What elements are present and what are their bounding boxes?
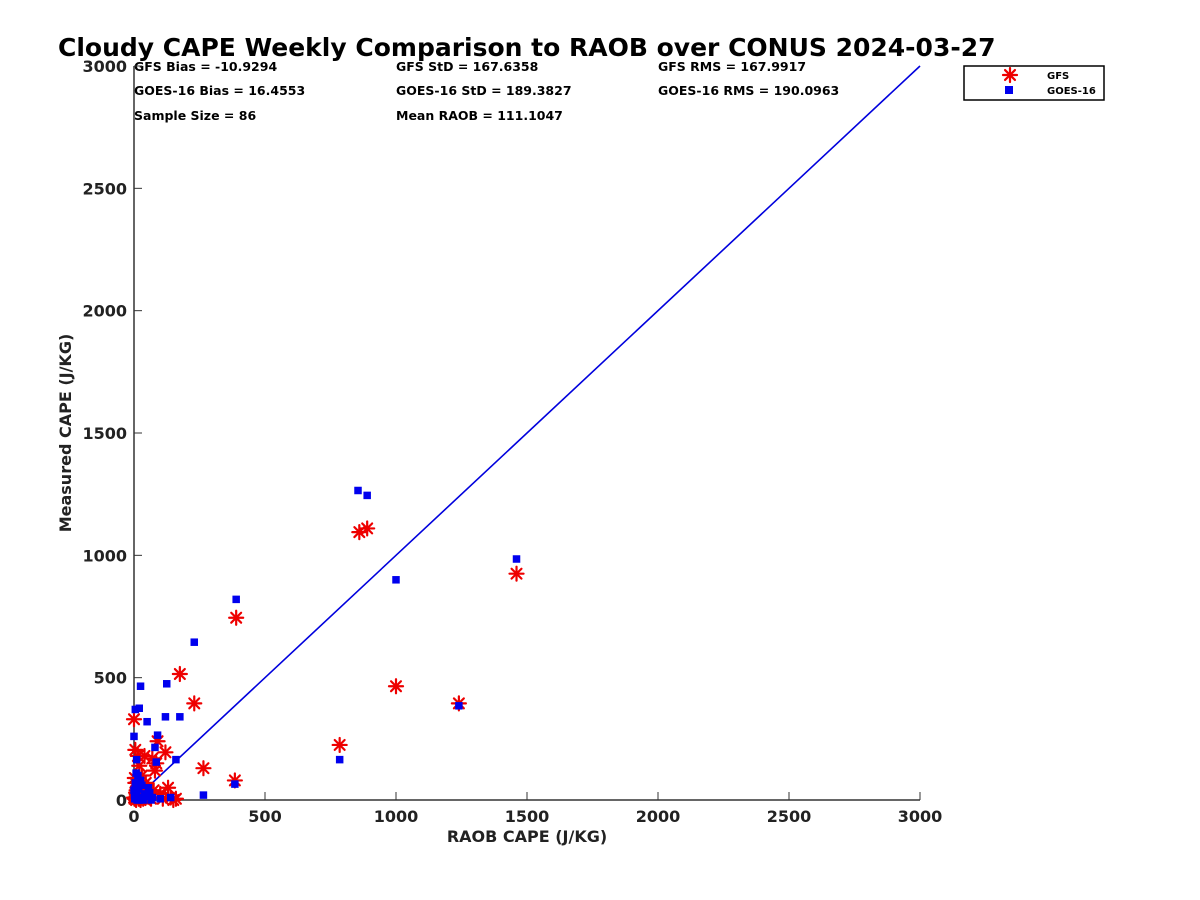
goes-16-point	[232, 595, 240, 604]
goes-16-point	[363, 491, 371, 500]
y-tick-label: 500	[94, 669, 127, 688]
goes-16-point	[354, 486, 362, 495]
x-tick-label: 3000	[898, 807, 943, 826]
goes-16-point	[176, 713, 184, 721]
goes-16-point	[163, 680, 171, 688]
y-tick-label: 2000	[82, 302, 127, 321]
goes-16-point	[145, 788, 154, 797]
y-tick-label: 1000	[82, 546, 127, 565]
goes-16-point	[136, 776, 145, 785]
stat-mean-raob: Mean RAOB = 111.1047	[396, 108, 563, 123]
stat-gfs-rms: GFS RMS = 167.9917	[658, 59, 806, 74]
goes-16-point	[161, 713, 170, 721]
goes-16-point	[139, 796, 147, 804]
goes-16-point	[172, 755, 180, 764]
chart-title: Cloudy CAPE Weekly Comparison to RAOB ov…	[58, 33, 996, 62]
goes-16-point	[131, 779, 140, 787]
gfs-point	[508, 565, 525, 582]
stat-goes-std: GOES-16 StD = 189.3827	[396, 83, 572, 98]
stat-goes-rms: GOES-16 RMS = 190.0963	[658, 83, 839, 98]
data-points	[125, 486, 525, 809]
x-tick-label: 2500	[767, 807, 812, 826]
goes-16-point	[143, 717, 151, 726]
reference-line-group	[133, 65, 921, 801]
legend-gfs-label: GFS	[1047, 71, 1069, 82]
gfs-point	[157, 744, 174, 761]
gfs-point	[186, 695, 203, 712]
x-tick-label: 2000	[636, 807, 681, 826]
goes-16-point	[392, 576, 400, 584]
gfs-point	[159, 779, 177, 796]
goes-16-point	[134, 785, 143, 793]
goes-16-point	[133, 796, 141, 804]
gfs-point	[387, 678, 405, 695]
goes-16-point	[130, 791, 139, 799]
y-axis-label: Measured CAPE (J/KG)	[56, 334, 75, 533]
goes-16-point	[131, 705, 140, 714]
goes-16-point	[135, 704, 143, 712]
gfs-point	[359, 520, 376, 537]
goes-16-point	[199, 791, 208, 799]
goes-16-point	[152, 758, 161, 766]
stat-sample-size: Sample Size = 86	[134, 108, 256, 123]
stat-goes-bias: GOES-16 Bias = 16.4553	[134, 83, 305, 98]
goes-16-point	[190, 638, 199, 646]
legend-goes-label: GOES-16	[1047, 86, 1096, 97]
goes-16-point	[153, 731, 162, 739]
legend: GFS GOES-16	[963, 65, 1105, 101]
goes-16-point	[335, 755, 344, 764]
goes-16-point	[130, 732, 138, 741]
y-tick-label: 3000	[82, 57, 127, 76]
gfs-point	[171, 665, 188, 683]
y-tick-label: 0	[116, 791, 127, 810]
y-tick-label: 1500	[82, 424, 127, 443]
stats-block: GFS Bias = -10.9294 GFS StD = 167.6358 G…	[134, 59, 839, 123]
one-to-one-line	[133, 65, 921, 801]
goes-16-point	[147, 796, 155, 804]
goes-16-point	[132, 769, 140, 777]
x-tick-label: 0	[128, 807, 139, 826]
gfs-point	[195, 760, 212, 777]
goes-16-point	[136, 682, 145, 690]
stat-gfs-std: GFS StD = 167.6358	[396, 59, 538, 74]
gfs-point	[228, 609, 245, 626]
x-tick-label: 1500	[505, 807, 550, 826]
gfs-point	[331, 736, 348, 754]
goes-16-point	[144, 784, 153, 792]
legend-goes-marker	[1005, 86, 1013, 94]
x-axis-label: RAOB CAPE (J/KG)	[447, 827, 607, 846]
gfs-point	[125, 711, 143, 728]
legend-gfs-marker	[1001, 66, 1019, 84]
goes-16-point	[455, 702, 463, 710]
y-tick-label: 2500	[82, 179, 127, 198]
x-tick-label: 500	[248, 807, 281, 826]
goes-16-point	[231, 780, 239, 788]
goes-16-point	[132, 755, 141, 764]
legend-goes-symbol	[1005, 86, 1013, 94]
axes: 0 500 1000 1500 2000 2500 3000 0 500 1000 1500 2000…	[82, 57, 942, 826]
goes-16-point	[512, 555, 521, 563]
legend-box	[963, 65, 1105, 101]
goes-16-point	[151, 743, 159, 752]
stat-gfs-bias: GFS Bias = -10.9294	[134, 59, 277, 74]
goes-16-point	[156, 795, 164, 803]
goes-16-point	[130, 786, 138, 794]
legend-gfs-symbol	[1001, 66, 1019, 84]
goes-16-point	[166, 793, 175, 802]
x-tick-label: 1000	[374, 807, 419, 826]
